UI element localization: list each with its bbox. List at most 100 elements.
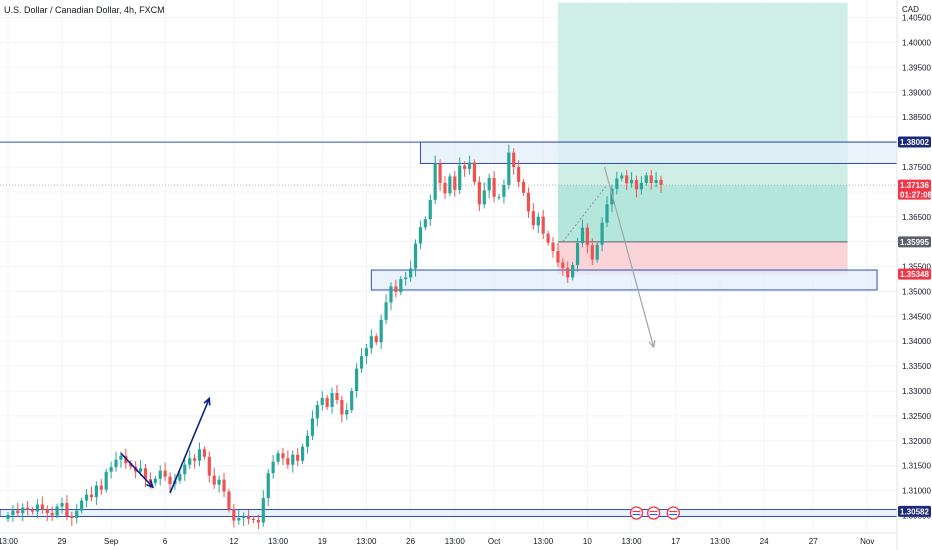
candle[interactable]	[428, 194, 432, 226]
candle[interactable]	[65, 495, 69, 521]
candle[interactable]	[374, 333, 378, 346]
candle[interactable]	[521, 178, 526, 196]
candle[interactable]	[482, 182, 486, 209]
candle[interactable]	[634, 175, 639, 198]
candle[interactable]	[114, 451, 118, 472]
candle[interactable]	[178, 471, 182, 484]
candle[interactable]	[487, 173, 491, 199]
candle[interactable]	[188, 450, 192, 469]
candle[interactable]	[463, 161, 467, 177]
candle[interactable]	[330, 387, 334, 414]
candle[interactable]	[143, 463, 148, 488]
candle[interactable]	[605, 196, 609, 227]
candle[interactable]	[168, 472, 172, 493]
candle[interactable]	[433, 155, 437, 205]
candle[interactable]	[389, 282, 393, 311]
candle[interactable]	[35, 499, 40, 519]
candle[interactable]	[84, 489, 89, 508]
candle[interactable]	[384, 294, 388, 325]
candle[interactable]	[94, 481, 98, 506]
candle[interactable]	[296, 448, 300, 467]
candle[interactable]	[404, 272, 408, 286]
candle[interactable]	[305, 430, 310, 454]
arrow-drawings[interactable]	[120, 166, 680, 520]
candle[interactable]	[355, 363, 359, 398]
candle[interactable]	[546, 230, 550, 246]
candle[interactable]	[11, 505, 15, 522]
candle[interactable]	[340, 395, 344, 423]
candle[interactable]	[271, 455, 275, 479]
candle[interactable]	[281, 447, 285, 465]
candle[interactable]	[409, 260, 413, 282]
candle[interactable]	[458, 157, 462, 195]
candle[interactable]	[418, 220, 423, 250]
candle[interactable]	[359, 348, 364, 373]
candle[interactable]	[536, 212, 540, 234]
candle[interactable]	[335, 385, 339, 405]
candle[interactable]	[585, 223, 589, 254]
candle[interactable]	[561, 258, 565, 277]
candle[interactable]	[183, 459, 187, 481]
candle[interactable]	[502, 179, 506, 204]
candle[interactable]	[197, 442, 202, 467]
candle[interactable]	[644, 172, 648, 186]
candle[interactable]	[158, 465, 162, 486]
candle[interactable]	[207, 451, 211, 483]
candle[interactable]	[217, 475, 221, 493]
candle[interactable]	[286, 450, 290, 469]
candle[interactable]	[75, 503, 79, 524]
candle[interactable]	[610, 184, 614, 213]
candle[interactable]	[345, 403, 349, 420]
candle[interactable]	[413, 239, 418, 277]
event-flag-icon[interactable]	[629, 506, 644, 520]
candle[interactable]	[551, 237, 555, 258]
candle[interactable]	[541, 210, 545, 240]
candle[interactable]	[438, 159, 442, 191]
candle[interactable]	[192, 454, 197, 469]
candle[interactable]	[625, 169, 629, 191]
candle[interactable]	[70, 511, 74, 526]
candle[interactable]	[60, 497, 64, 514]
candle[interactable]	[467, 155, 472, 175]
candle[interactable]	[394, 279, 398, 298]
candle[interactable]	[423, 216, 427, 231]
candle[interactable]	[590, 238, 594, 266]
candle[interactable]	[242, 512, 246, 526]
candle[interactable]	[232, 504, 236, 528]
candle[interactable]	[6, 512, 10, 522]
candle[interactable]	[399, 276, 403, 295]
candle[interactable]	[629, 171, 634, 188]
candle[interactable]	[315, 400, 319, 427]
candle[interactable]	[16, 502, 20, 518]
candle[interactable]	[526, 187, 531, 219]
candle[interactable]	[639, 176, 643, 195]
symbol-title[interactable]: U.S. Dollar / Canadian Dollar, 4h, FXCM	[4, 5, 165, 15]
candle[interactable]	[45, 505, 49, 521]
candle[interactable]	[350, 388, 354, 413]
candle[interactable]	[654, 171, 658, 188]
candle[interactable]	[571, 262, 575, 281]
candle[interactable]	[227, 488, 231, 513]
candle[interactable]	[497, 193, 501, 200]
candle[interactable]	[477, 176, 481, 212]
candle[interactable]	[212, 467, 216, 489]
candle[interactable]	[310, 410, 315, 441]
candle[interactable]	[379, 314, 383, 349]
candle[interactable]	[453, 170, 457, 197]
up-arrow-drawing[interactable]	[169, 396, 211, 494]
candle[interactable]	[109, 461, 113, 479]
candle[interactable]	[246, 509, 251, 525]
candle[interactable]	[276, 450, 280, 465]
candle[interactable]	[21, 503, 25, 521]
candle[interactable]	[291, 450, 295, 473]
down-arrow-drawing[interactable]	[120, 452, 155, 489]
candle[interactable]	[620, 172, 624, 182]
candle[interactable]	[507, 144, 511, 190]
time-axis[interactable]: 13:00 29 Sep 6 12 13:00 19 13:00 26 13:00 Oct 13:00…	[0, 532, 897, 546]
candle[interactable]	[575, 237, 580, 272]
candle[interactable]	[50, 506, 54, 521]
candle[interactable]	[251, 515, 256, 523]
candle[interactable]	[369, 329, 373, 354]
candle[interactable]	[237, 510, 241, 525]
